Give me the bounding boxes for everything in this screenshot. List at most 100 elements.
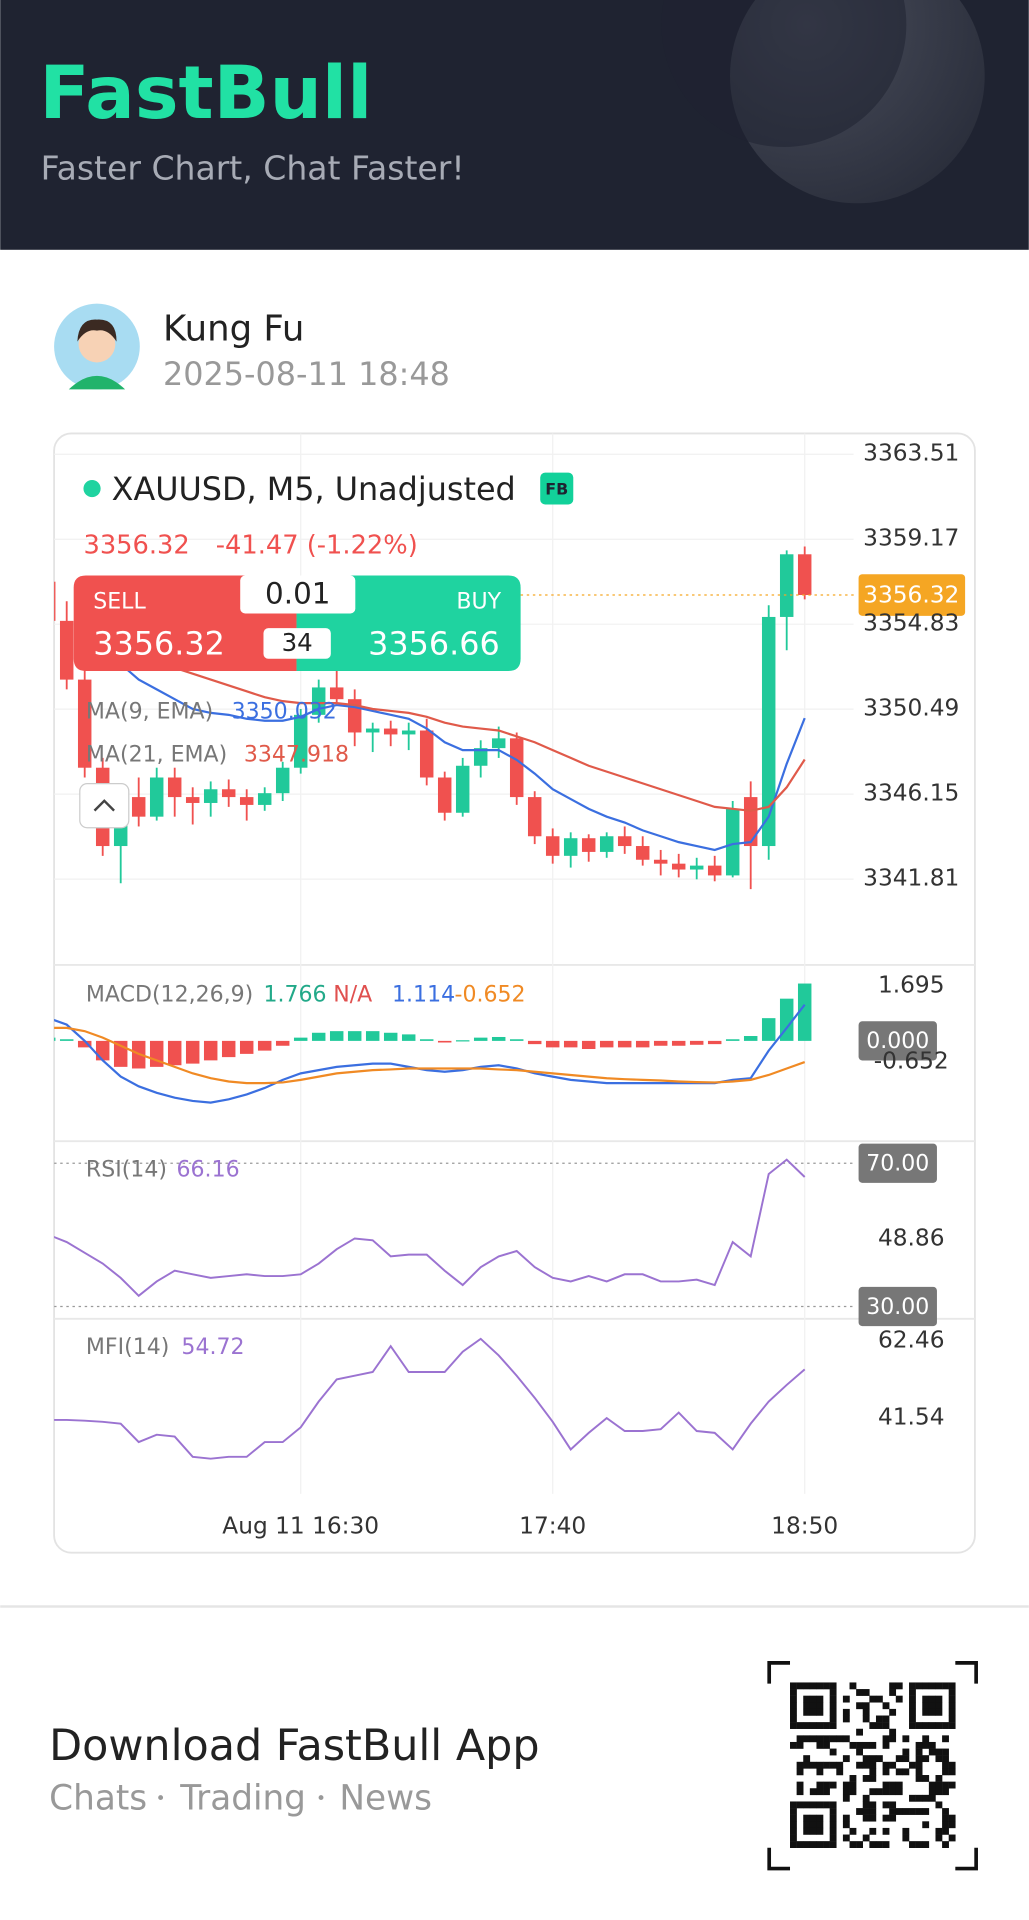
qr-module — [902, 1755, 910, 1763]
macd-bar — [185, 1040, 200, 1064]
footer-title: Download FastBull App — [49, 1721, 539, 1771]
y-tick-label: 3346.15 — [863, 780, 959, 807]
qr-module — [816, 1702, 824, 1710]
qr-module — [935, 1834, 943, 1842]
qr-module — [915, 1768, 923, 1776]
qr-module — [909, 1808, 916, 1815]
qr-module — [796, 1788, 804, 1796]
macd-bar — [59, 1039, 74, 1041]
candle-body — [581, 838, 596, 852]
qr-module — [942, 1808, 949, 1815]
collapse-button[interactable] — [79, 783, 130, 829]
macd-bar — [77, 1040, 92, 1048]
qr-module — [790, 1689, 797, 1696]
y-tick-label: 1.695 — [878, 971, 945, 998]
qr-module — [842, 1715, 850, 1723]
y-tick-label: -0.652 — [874, 1048, 949, 1075]
candle-body — [797, 554, 812, 596]
qr-module — [829, 1722, 837, 1729]
qr-module — [889, 1735, 897, 1743]
qr-module — [856, 1748, 863, 1756]
qr-module — [829, 1702, 837, 1710]
sell-price: 3356.32 — [93, 624, 225, 662]
qr-module — [942, 1748, 949, 1756]
qr-module — [862, 1814, 870, 1822]
qr-module — [869, 1841, 877, 1848]
qr-module — [842, 1708, 850, 1716]
candle-body — [401, 730, 416, 735]
candle-body — [329, 687, 344, 700]
qr-module — [869, 1768, 877, 1776]
qr-module — [935, 1801, 943, 1809]
trade-widget[interactable]: SELL 3356.32 BUY 3356.66 0.01 34 — [73, 575, 521, 672]
qr-module — [922, 1702, 930, 1710]
readout: 1.114 — [392, 983, 455, 1008]
qr-module — [902, 1827, 910, 1835]
qr-module — [909, 1708, 916, 1716]
macd-bar — [347, 1031, 362, 1041]
avatar-hair — [77, 319, 117, 342]
y-tick-label: 3350.49 — [863, 695, 959, 722]
candle-body — [509, 738, 524, 798]
qr-module — [816, 1788, 824, 1796]
candle-body — [365, 728, 380, 733]
qr-module — [948, 1821, 956, 1829]
qr-module — [809, 1814, 817, 1822]
qr-module — [915, 1748, 923, 1756]
qr-module — [790, 1834, 797, 1842]
candle-body — [473, 748, 488, 766]
qr-module — [922, 1794, 930, 1802]
qr-module — [948, 1781, 956, 1789]
qr-module — [928, 1794, 936, 1802]
qr-module — [889, 1689, 897, 1696]
qr-module — [849, 1827, 857, 1835]
qr-module — [796, 1781, 804, 1789]
qr-module — [942, 1841, 949, 1848]
qr-module — [809, 1761, 817, 1769]
qr-module — [790, 1741, 797, 1749]
qr-module — [882, 1781, 890, 1789]
qr-module — [935, 1708, 943, 1716]
qr-module — [948, 1814, 956, 1822]
qr-module — [856, 1728, 863, 1736]
macd-bar — [527, 1040, 542, 1045]
qr-module — [909, 1689, 916, 1696]
macd-bar — [329, 1031, 344, 1041]
footer-link[interactable]: News — [339, 1779, 432, 1819]
legend-label: MA(21, EMA) — [86, 743, 227, 768]
macd-bar — [167, 1040, 182, 1066]
indicator-line — [54, 1158, 806, 1298]
lot-box[interactable] — [240, 575, 356, 614]
panel-title: MACD(12,26,9) — [86, 983, 253, 1008]
qr-module — [829, 1715, 837, 1723]
qr-module — [889, 1728, 897, 1736]
qr-module — [948, 1702, 956, 1710]
candle-body — [761, 616, 776, 847]
qr-module — [895, 1695, 903, 1703]
qr-module — [882, 1768, 890, 1776]
qr-module — [915, 1682, 923, 1690]
qr-module — [875, 1722, 883, 1729]
qr-module — [823, 1722, 830, 1729]
qr-module — [922, 1841, 930, 1848]
qr-module — [928, 1741, 936, 1749]
qr-module — [790, 1695, 797, 1703]
qr-module — [862, 1761, 870, 1769]
candle-body — [77, 679, 92, 768]
qr-module — [823, 1682, 830, 1690]
footer-link[interactable]: Trading — [179, 1779, 306, 1819]
qr-module — [816, 1821, 824, 1829]
footer-link[interactable]: Chats — [49, 1779, 147, 1819]
qr-module — [803, 1827, 811, 1835]
qr-module — [869, 1814, 877, 1822]
y-tick-label: 70.00 — [866, 1151, 929, 1176]
axis-badge — [858, 1286, 937, 1327]
macd-bar — [653, 1040, 668, 1046]
qr-module — [829, 1801, 837, 1809]
chart-area: Aug 11 16:30 17:40 18:50 3356.32 MA(9, EMA) 3… — [54, 433, 975, 1539]
qr-module — [809, 1708, 817, 1716]
qr-module — [829, 1761, 837, 1769]
qr-module — [948, 1761, 956, 1769]
macd-bar — [563, 1040, 578, 1048]
candle-body — [149, 777, 164, 817]
